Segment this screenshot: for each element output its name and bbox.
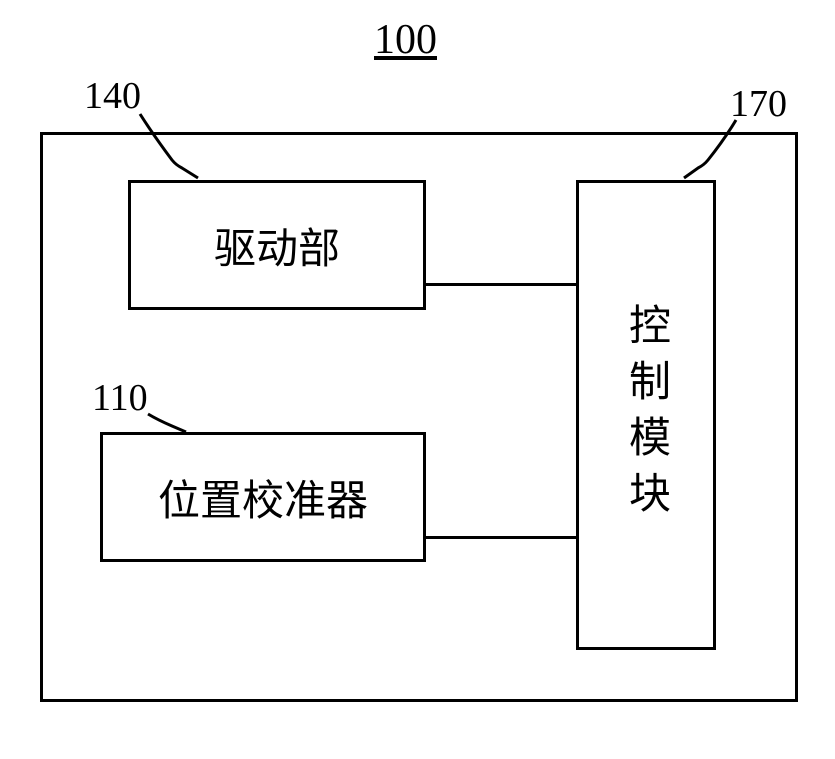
leader-110 [0, 0, 835, 759]
